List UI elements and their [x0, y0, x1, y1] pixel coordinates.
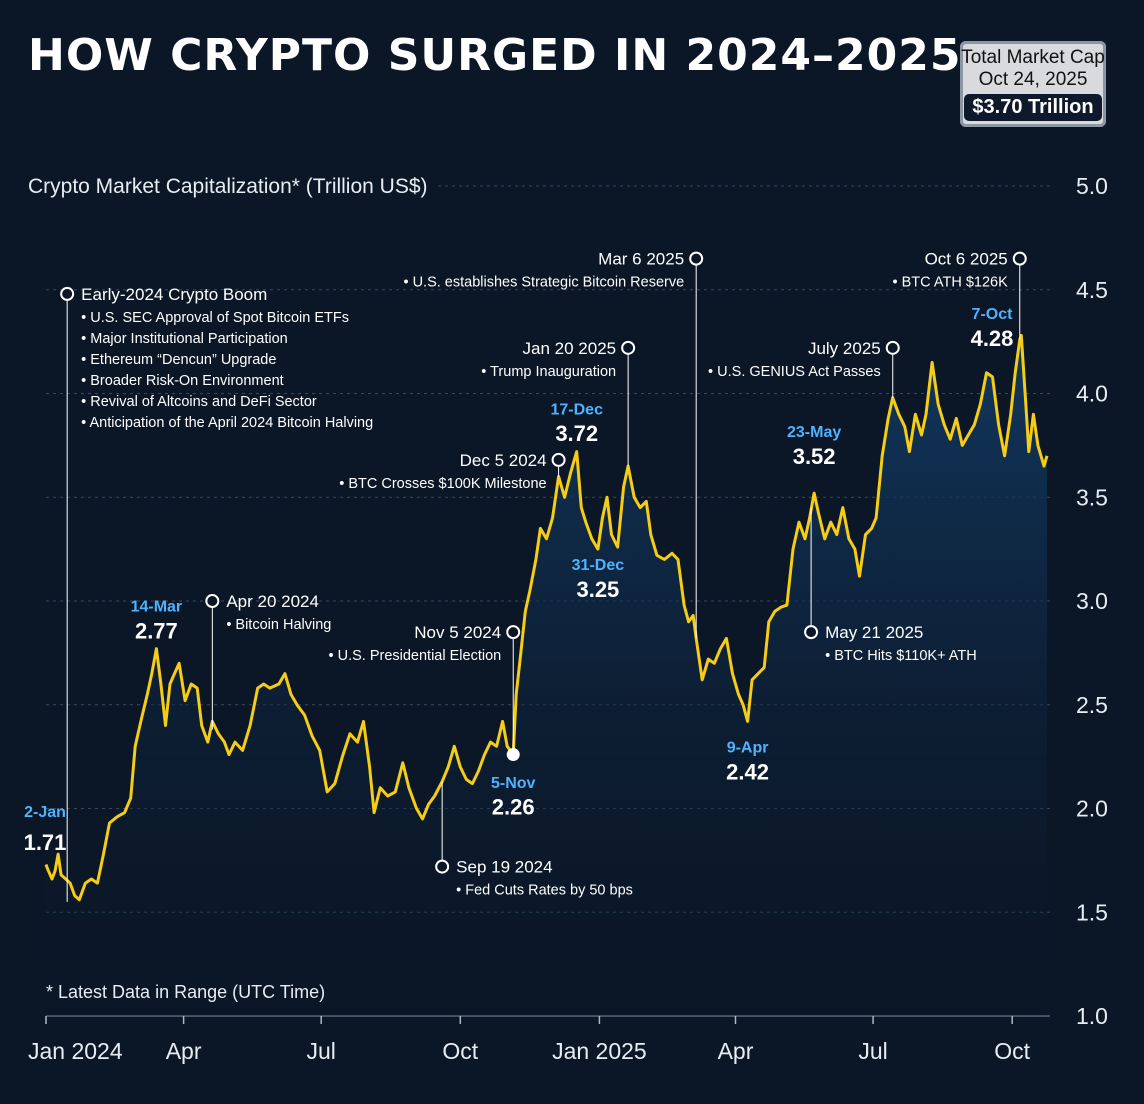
annotation-marker — [435, 859, 450, 874]
annotation-title: Apr 20 2024 — [226, 592, 319, 611]
y-tick-label: 3.5 — [1076, 484, 1108, 510]
annotation-bullet: • Ethereum “Dencun” Upgrade — [81, 352, 276, 368]
annotation-title: Early-2024 Crypto Boom — [81, 285, 267, 304]
annotation-marker — [885, 340, 900, 355]
point-value-label: 1.71 — [24, 830, 67, 855]
x-tick-label: Apr — [718, 1038, 754, 1064]
annotation-bullet: • U.S. Presidential Election — [329, 648, 502, 664]
y-tick-label: 4.0 — [1076, 381, 1108, 407]
annotation-bullet: • U.S. SEC Approval of Spot Bitcoin ETFs — [81, 310, 349, 326]
y-axis-title: Crypto Market Capitalization* (Trillion … — [28, 175, 428, 198]
y-tick-label: 2.0 — [1076, 796, 1108, 822]
annotation-title: Oct 6 2025 — [925, 250, 1008, 269]
y-axis-title-bg — [24, 173, 436, 200]
point-value-label: 3.25 — [576, 577, 619, 602]
point-value-label: 2.26 — [492, 795, 535, 820]
x-tick-label: Oct — [442, 1038, 478, 1064]
annotation-marker — [1012, 251, 1027, 266]
annotation-bullet: • Anticipation of the April 2024 Bitcoin… — [81, 415, 373, 431]
point-value-label: 2.42 — [726, 759, 769, 784]
annotation-title: Dec 5 2024 — [460, 451, 547, 470]
point-value-label: 4.28 — [971, 326, 1014, 351]
market-cap-box: Total Market Cap Oct 24, 2025 $3.70 Tril… — [960, 41, 1106, 127]
point-value-label: 3.52 — [793, 444, 836, 469]
annotation-bullet: • BTC Crosses $100K Milestone — [339, 476, 546, 492]
y-tick-label: 4.5 — [1076, 277, 1108, 303]
annotation-bullet: • Bitcoin Halving — [226, 617, 331, 633]
market-cap-box-value: $3.70 Trillion — [964, 94, 1102, 121]
point-date-label: 5-Nov — [491, 775, 536, 792]
market-cap-box-label: Total Market Cap — [961, 47, 1105, 68]
annotation-bullet: • U.S. establishes Strategic Bitcoin Res… — [403, 275, 684, 291]
annotation-marker — [205, 594, 220, 608]
annotation-bullet: • Major Institutional Participation — [81, 331, 288, 347]
annotation-bullet: • BTC ATH $126K — [893, 275, 1009, 291]
x-tick-label: Jan 2024 — [28, 1038, 123, 1064]
point-date-label: 2-Jan — [24, 804, 66, 821]
annotation-title: May 21 2025 — [825, 623, 923, 642]
annotation-bullet: • Broader Risk-On Environment — [81, 373, 284, 389]
annotation-bullet: • Revival of Altcoins and DeFi Sector — [81, 394, 317, 410]
y-tick-label: 5.0 — [1076, 173, 1108, 199]
x-tick-label: Oct — [994, 1038, 1030, 1064]
x-tick-label: Jul — [306, 1038, 335, 1064]
highlight-point — [506, 748, 520, 762]
x-tick-label: Jul — [858, 1038, 887, 1064]
page-title: HOW CRYPTO SURGED IN 2024–2025 — [28, 30, 962, 81]
point-date-label: 17-Dec — [550, 401, 603, 418]
point-date-label: 14-Mar — [131, 598, 183, 615]
market-cap-box-date: Oct 24, 2025 — [978, 69, 1088, 90]
footnote: * Latest Data in Range (UTC Time) — [46, 982, 325, 1002]
annotation-title: Mar 6 2025 — [598, 250, 684, 269]
annotation-marker — [506, 625, 521, 640]
point-date-label: 23-May — [787, 424, 841, 441]
y-tick-label: 3.0 — [1076, 588, 1108, 614]
annotation-marker — [689, 251, 704, 266]
annotation-title: Nov 5 2024 — [414, 623, 501, 642]
point-date-label: 7-Oct — [972, 306, 1014, 323]
series-area — [46, 335, 1047, 1016]
annotation-bullet: • BTC Hits $110K+ ATH — [825, 648, 977, 664]
annotation-marker — [60, 286, 75, 301]
point-date-label: 9-Apr — [727, 739, 769, 756]
annotation-title: Sep 19 2024 — [456, 858, 552, 877]
annotation-title: Jan 20 2025 — [523, 339, 617, 358]
series-line — [44, 333, 1049, 902]
y-tick-label: 1.5 — [1076, 899, 1108, 925]
y-tick-label: 2.5 — [1076, 692, 1108, 718]
point-value-label: 2.77 — [135, 618, 178, 643]
annotation-marker — [551, 452, 566, 467]
x-tick-label: Apr — [166, 1038, 202, 1064]
annotation-title: July 2025 — [808, 339, 881, 358]
annotation-marker — [621, 340, 636, 355]
annotation-bullet: • Trump Inauguration — [481, 364, 616, 380]
annotation-marker — [804, 625, 819, 640]
y-tick-label: 1.0 — [1076, 1003, 1108, 1029]
annotation-bullet: • U.S. GENIUS Act Passes — [708, 364, 881, 380]
point-value-label: 3.72 — [555, 421, 598, 446]
point-date-label: 31-Dec — [572, 557, 625, 574]
x-tick-label: Jan 2025 — [552, 1038, 647, 1064]
annotation-bullet: • Fed Cuts Rates by 50 bps — [456, 883, 633, 899]
